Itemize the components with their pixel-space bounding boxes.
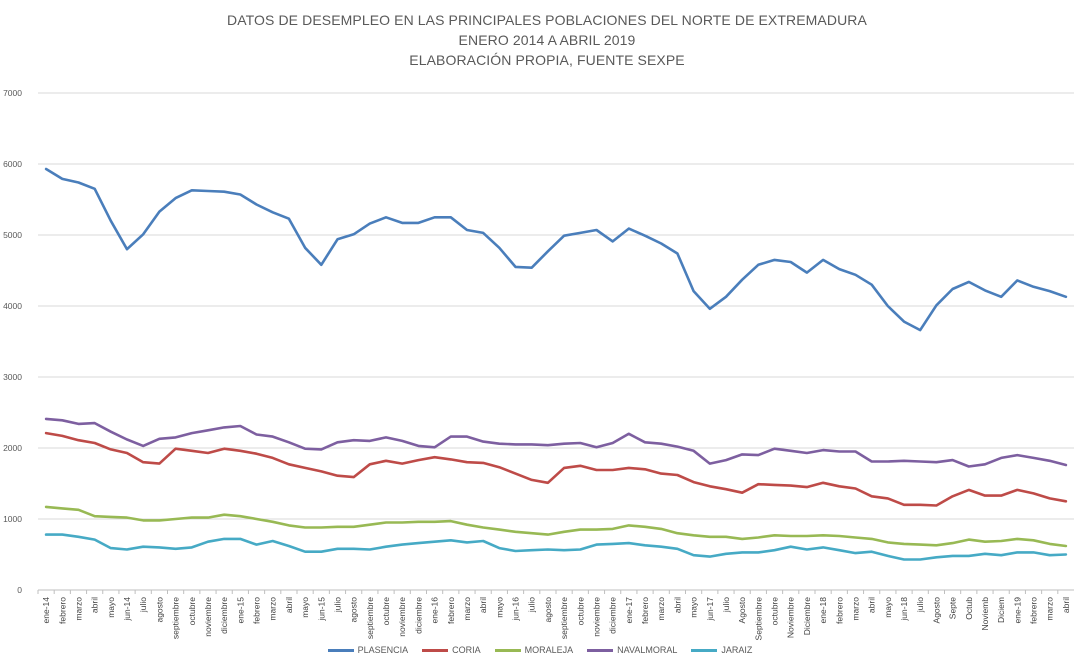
y-tick-label: 6000 [3,159,22,169]
legend-item-navalmoral: NAVALMORAL [587,645,677,655]
x-tick-label: Diciembre [802,597,812,636]
y-tick-label: 1000 [3,514,22,524]
x-tick-label: ene-17 [624,597,634,624]
x-tick-label: marzo [656,597,666,621]
legend-swatch [422,648,449,652]
y-tick-label: 5000 [3,230,22,240]
x-tick-label: Diciem [996,597,1006,623]
x-tick-label: abril [1061,597,1071,613]
x-tick-label: ene-14 [41,597,51,624]
x-tick-label: julio [332,597,342,613]
x-tick-label: Septe [948,597,958,619]
x-tick-label: octubre [187,597,197,626]
x-tick-label: Octub [964,597,974,620]
x-tick-label: abril [90,597,100,613]
chart-title-line-2: ENERO 2014 A ABRIL 2019 [458,32,636,48]
x-tick-label: Agosto [931,597,941,624]
x-tick-label: ene-18 [818,597,828,624]
x-tick-label: abril [867,597,877,613]
legend-swatch [327,648,354,652]
x-tick-label: diciembre [413,597,423,634]
x-tick-label: marzo [1045,597,1055,621]
x-tick-label: septiembre [171,597,181,639]
chart-title-line-3: ELABORACIÓN PROPIA, FUENTE SEXPE [409,52,685,68]
x-tick-label: febrero [640,597,650,624]
series-line-moraleja [44,505,1068,548]
x-tick-label: Septiembre [753,597,763,641]
y-tick-label: 0 [17,585,22,595]
x-tick-label: julio [915,597,925,613]
x-tick-label: febrero [1029,597,1039,624]
y-tick-label: 7000 [3,88,22,98]
legend-label: NAVALMORAL [617,645,678,655]
x-tick-label: mayo [106,597,116,618]
x-tick-label: mayo [883,597,893,618]
series-line-plasencia [44,167,1068,332]
x-tick-label: ene-15 [235,597,245,624]
legend-item-coria: CORIA [422,645,481,655]
x-tick-label: agosto [543,597,553,623]
y-tick-label: 4000 [3,301,22,311]
x-tick-label: julio [138,597,148,613]
x-tick-label: febrero [834,597,844,624]
x-tick-label: octubre [381,597,391,626]
x-tick-label: marzo [462,597,472,621]
series-line-jaraiz [44,533,1068,561]
x-tick-label: septiembre [559,597,569,639]
x-tick-label: febrero [252,597,262,624]
chart-title-line-1: DATOS DE DESEMPLEO EN LAS PRINCIPALES PO… [227,12,867,28]
legend-item-jaraiz: JARAIZ [691,645,752,655]
x-tick-label: octubre [575,597,585,626]
x-tick-label: marzo [850,597,860,621]
series-line-navalmoral [44,417,1068,468]
legend-swatch [587,648,614,652]
x-tick-label: jun-14 [122,597,132,622]
x-tick-label: febrero [57,597,67,624]
x-tick-label: julio [527,597,537,613]
x-tick-label: marzo [73,597,83,621]
x-tick-label: abril [672,597,682,613]
legend-item-plasencia: PLASENCIA [327,645,409,655]
x-tick-label: mayo [494,597,504,618]
x-tick-label: febrero [446,597,456,624]
x-tick-label: ene-16 [430,597,440,624]
y-tick-label: 2000 [3,443,22,453]
x-tick-label: Agosto [737,597,747,624]
x-tick-label: mayo [300,597,310,618]
x-tick-label: diciembre [608,597,618,634]
x-tick-label: jun-18 [899,597,909,622]
x-tick-label: mayo [689,597,699,618]
legend-label: MORALEJA [524,645,574,655]
x-tick-label: julio [721,597,731,613]
legend-swatch [494,648,521,652]
chart-title: DATOS DE DESEMPLEO EN LAS PRINCIPALES PO… [0,10,1080,70]
x-tick-label: noviembre [397,597,407,637]
legend-label: CORIA [452,645,481,655]
x-tick-label: diciembre [219,597,229,634]
x-tick-label: octubre [770,597,780,626]
x-tick-label: abril [478,597,488,613]
legend-swatch [691,648,718,652]
x-tick-label: jun-16 [511,597,521,622]
x-tick-label: noviembre [203,597,213,637]
x-tick-label: noviembre [591,597,601,637]
x-tick-label: septiembre [365,597,375,639]
x-tick-label: jun-15 [316,597,326,622]
legend-label: JARAIZ [721,645,753,655]
series-line-coria [44,431,1068,507]
x-tick-label: agosto [349,597,359,623]
legend-label: PLASENCIA [357,645,409,655]
x-tick-label: agosto [154,597,164,623]
legend-item-moraleja: MORALEJA [494,645,574,655]
legend: PLASENCIA CORIA MORALEJA NAVALMORAL JARAIZ [0,645,1080,655]
x-tick-label: ene-19 [1012,597,1022,624]
x-tick-label: Noviemb [980,597,990,631]
x-tick-label: marzo [268,597,278,621]
x-tick-label: abril [284,597,294,613]
x-tick-label: jun-17 [705,597,715,622]
x-tick-label: Noviembre [786,597,796,638]
y-tick-label: 3000 [3,372,22,382]
